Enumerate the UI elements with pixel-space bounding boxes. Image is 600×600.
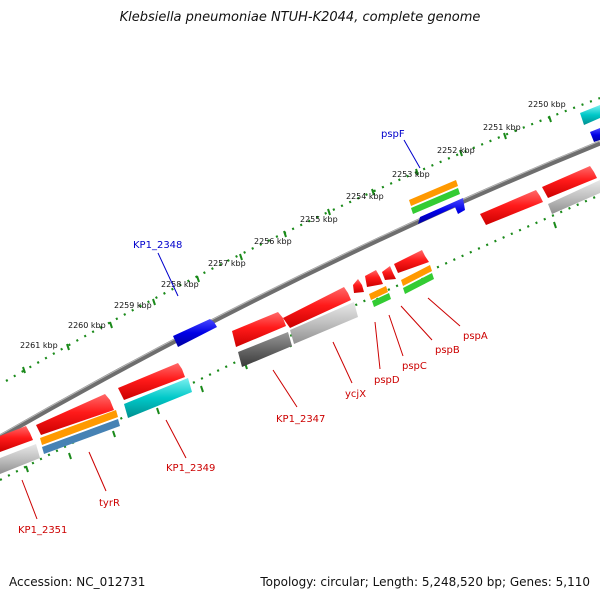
- gene-KP1_2351[interactable]: [0, 426, 33, 452]
- gene-pspC[interactable]: [365, 270, 383, 287]
- gene-orange-mid[interactable]: [401, 265, 432, 286]
- gene-steel-left[interactable]: [42, 419, 120, 454]
- label-KP1_2348: KP1_2348: [133, 240, 182, 251]
- gene-orange-left[interactable]: [40, 410, 118, 445]
- gene-green-small[interactable]: [372, 293, 391, 307]
- tick-label-2256: 2256 kbp: [254, 237, 292, 246]
- tick-ring-outer: [5, 96, 600, 382]
- tick-label-2259: 2259 kbp: [114, 301, 152, 310]
- tick-label-2254: 2254 kbp: [346, 192, 384, 201]
- gene-ycjX[interactable]: [283, 287, 351, 328]
- genome-backbone: [0, 140, 600, 440]
- gene-top-right-cyan[interactable]: [580, 105, 600, 125]
- tick-label-2250: 2250 kbp: [528, 100, 566, 109]
- label-pspD: pspD: [374, 375, 400, 386]
- tick-label-2252: 2252 kbp: [437, 146, 475, 155]
- accession-text: Accession: NC_012731: [9, 575, 146, 589]
- gene-green-top[interactable]: [411, 188, 460, 214]
- kbp-ticks: [22, 115, 552, 374]
- gene-orange-top[interactable]: [409, 180, 458, 206]
- tick-label-2260: 2260 kbp: [68, 321, 106, 330]
- label-pspF: pspF: [381, 129, 405, 140]
- genome-backbone-highlight: [0, 140, 600, 436]
- gene-gray-left[interactable]: [0, 444, 40, 474]
- gene-KP1_2347[interactable]: [232, 312, 286, 347]
- gene-right-red-2[interactable]: [542, 166, 597, 198]
- gene-orange-small[interactable]: [369, 286, 388, 300]
- label-KP1_2351: KP1_2351: [18, 525, 67, 536]
- label-KP1_2347: KP1_2347: [276, 414, 325, 425]
- gene-pspA[interactable]: [394, 250, 429, 273]
- tick-label-2255: 2255 kbp: [300, 215, 338, 224]
- label-pspB: pspB: [435, 345, 460, 356]
- tick-label-2251: 2251 kbp: [483, 123, 521, 132]
- tick-label-2261: 2261 kbp: [20, 341, 58, 350]
- gene-top-right-blue[interactable]: [590, 128, 600, 142]
- gene-green-mid[interactable]: [403, 273, 434, 294]
- gene-pspF[interactable]: [418, 198, 465, 224]
- gene-tyrR[interactable]: [36, 394, 114, 435]
- inner-ring-ticks: [25, 221, 557, 473]
- label-pspC: pspC: [402, 361, 427, 372]
- topology-text: Topology: circular; Length: 5,248,520 bp…: [260, 575, 590, 589]
- gene-cyan-left[interactable]: [124, 378, 192, 418]
- map-title: Klebsiella pneumoniae NTUH-K2044, comple…: [119, 10, 481, 25]
- label-tyrR: tyrR: [99, 498, 120, 509]
- label-ycjX: ycjX: [345, 389, 366, 400]
- gene-KP1_2348[interactable]: [173, 319, 217, 347]
- gene-pspB[interactable]: [382, 266, 396, 280]
- tick-label-2257: 2257 kbp: [208, 259, 246, 268]
- gene-right-gray[interactable]: [548, 180, 600, 214]
- gene-darkgray-mid[interactable]: [238, 332, 292, 367]
- gene-right-red-1[interactable]: [480, 190, 543, 225]
- label-KP1_2349: KP1_2349: [166, 463, 215, 474]
- label-pspA: pspA: [463, 331, 488, 342]
- gene-gray-mid[interactable]: [290, 302, 358, 344]
- callout-lines: [21, 139, 461, 520]
- gene-KP1_2349[interactable]: [118, 363, 185, 400]
- tick-label-2253: 2253 kbp: [392, 170, 430, 179]
- tick-label-2258: 2258 kbp: [161, 280, 199, 289]
- gene-pspD[interactable]: [353, 279, 364, 293]
